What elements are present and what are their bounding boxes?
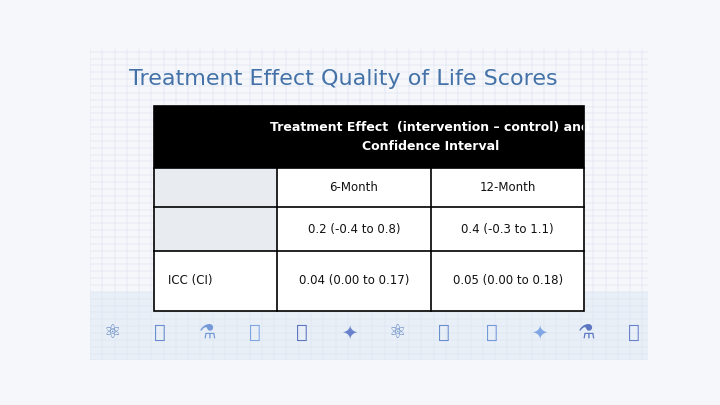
Bar — [154, 252, 584, 311]
Text: 🌍: 🌍 — [438, 323, 450, 342]
Bar — [154, 168, 276, 207]
Text: ⚛: ⚛ — [388, 323, 405, 342]
Text: 12-Month: 12-Month — [480, 181, 536, 194]
Text: ✦: ✦ — [341, 323, 358, 342]
Bar — [154, 106, 584, 311]
Bar — [154, 106, 584, 168]
Text: 6-Month: 6-Month — [330, 181, 379, 194]
Bar — [154, 207, 584, 252]
Bar — [154, 207, 276, 252]
Text: 🔬: 🔬 — [248, 323, 261, 342]
Text: 🔬: 🔬 — [628, 323, 640, 342]
Text: 0.05 (0.00 to 0.18): 0.05 (0.00 to 0.18) — [452, 275, 562, 288]
Text: ⚛: ⚛ — [104, 323, 121, 342]
Text: Treatment Effect Quality of Life Scores: Treatment Effect Quality of Life Scores — [129, 69, 558, 89]
Text: 🧲: 🧲 — [486, 323, 498, 342]
Text: Treatment Effect  (intervention – control) and
Confidence Interval: Treatment Effect (intervention – control… — [270, 121, 590, 153]
Text: 0.04 (0.00 to 0.17): 0.04 (0.00 to 0.17) — [299, 275, 409, 288]
Text: ✦: ✦ — [531, 323, 547, 342]
Bar — [154, 168, 584, 207]
Text: ⚗: ⚗ — [578, 323, 595, 342]
Text: ⚗: ⚗ — [199, 323, 216, 342]
Text: 💡: 💡 — [296, 323, 308, 342]
Text: 🌍: 🌍 — [154, 323, 166, 342]
Text: 0.4 (-0.3 to 1.1): 0.4 (-0.3 to 1.1) — [462, 223, 554, 236]
Text: ICC (CI): ICC (CI) — [168, 275, 212, 288]
Text: 0.2 (-0.4 to 0.8): 0.2 (-0.4 to 0.8) — [307, 223, 400, 236]
Bar — [90, 292, 648, 360]
